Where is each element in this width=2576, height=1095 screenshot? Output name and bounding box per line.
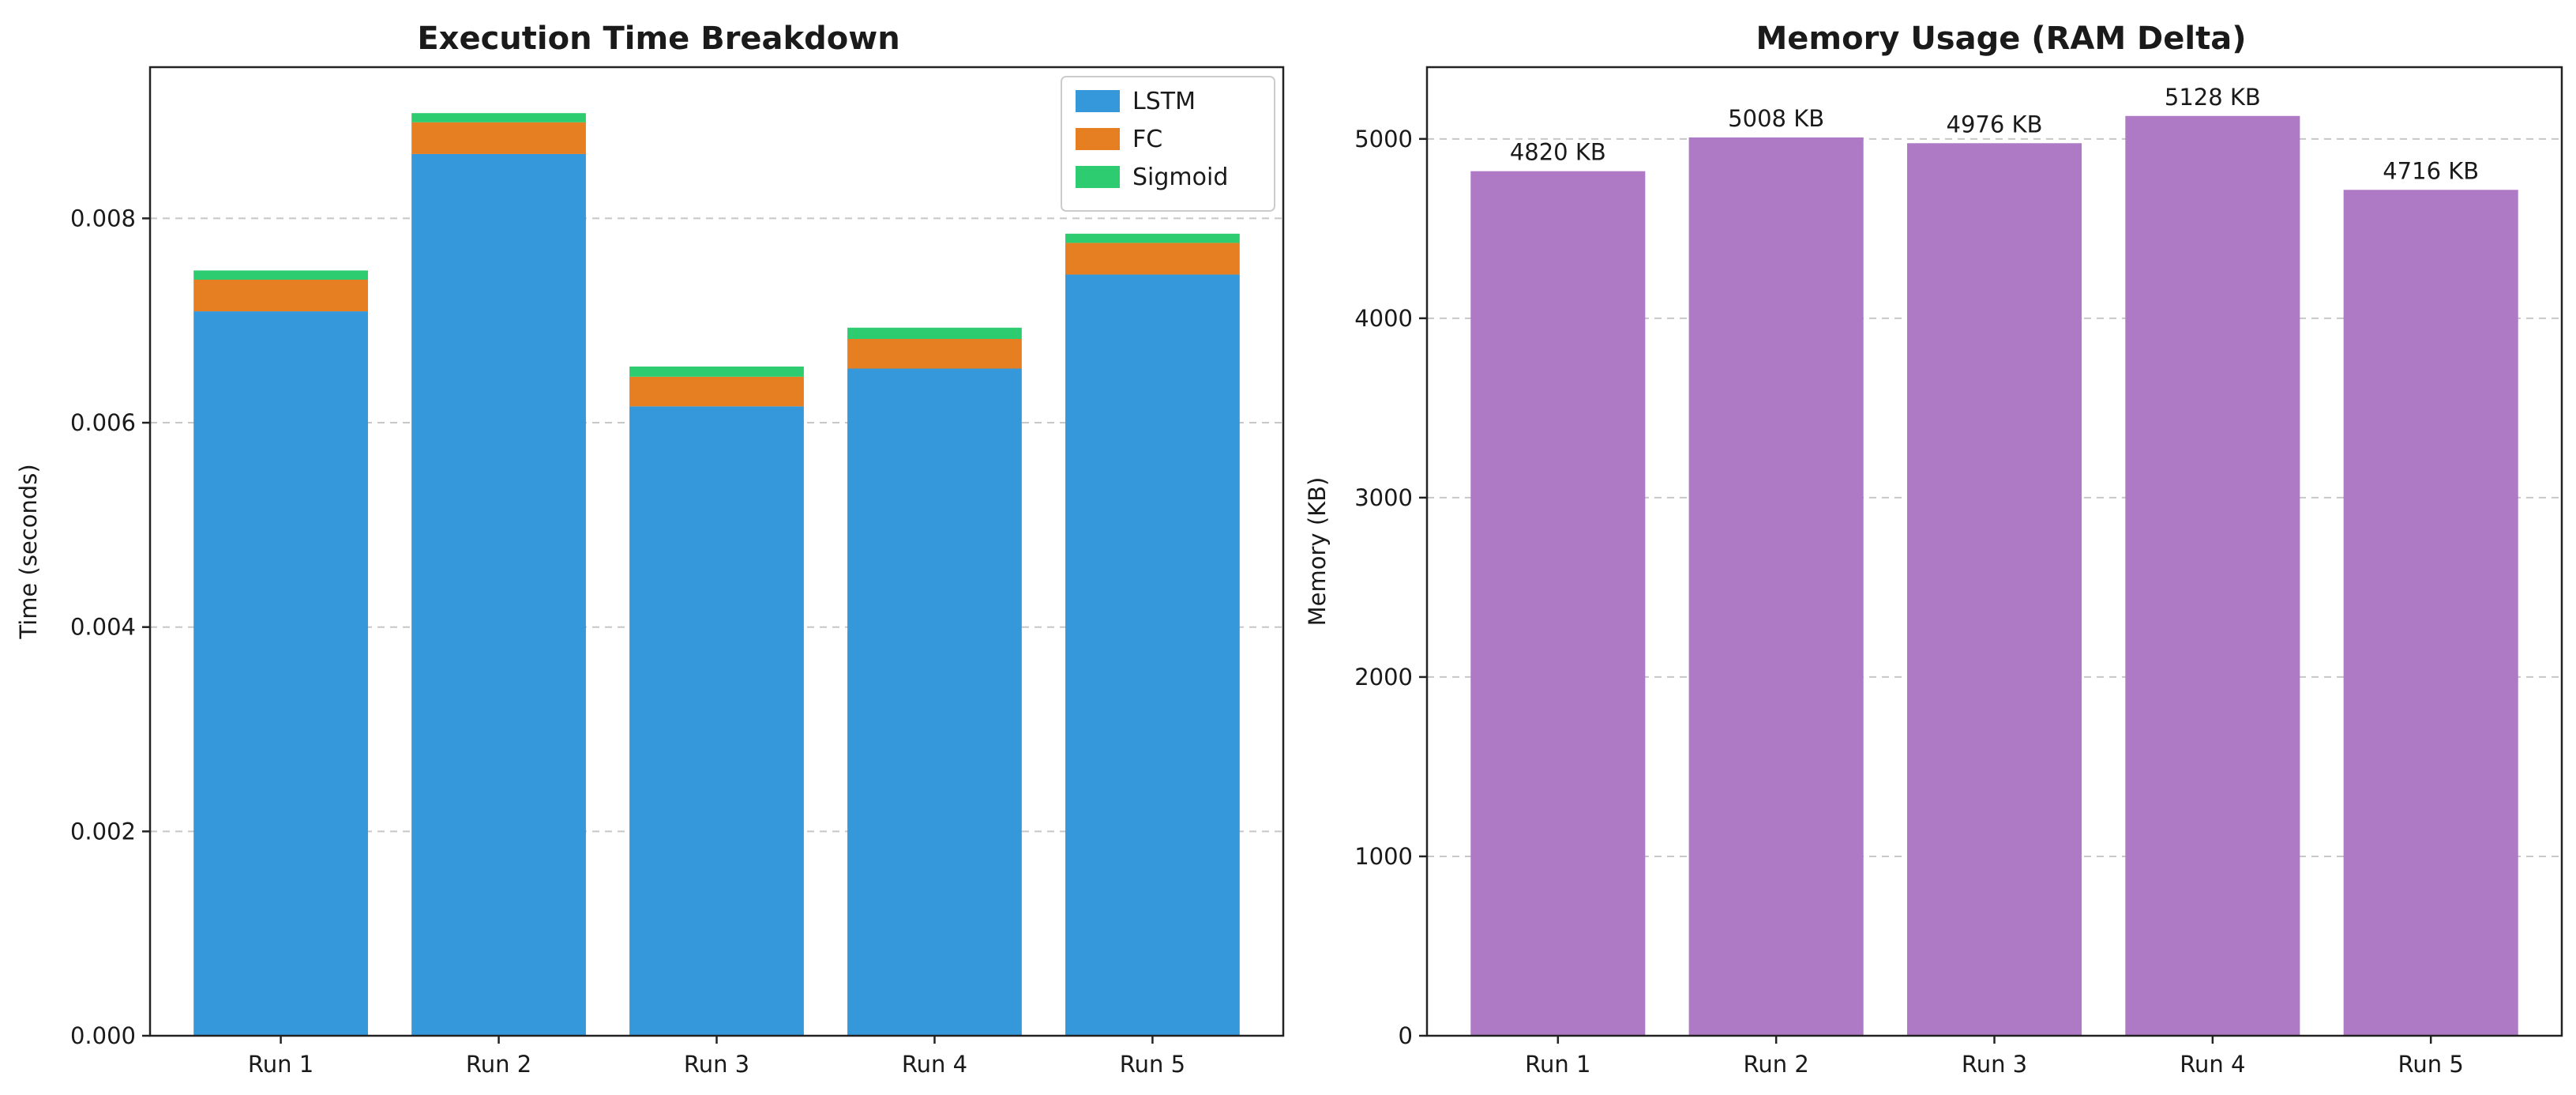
x-tick-label: Run 3 <box>1962 1051 2027 1078</box>
bar-lstm-run-1 <box>193 311 368 1036</box>
bar-fc-run-1 <box>193 279 368 312</box>
bar-sigmoid-run-4 <box>847 327 1022 340</box>
memory-usage-chart-title: Memory Usage (RAM Delta) <box>1756 21 2247 57</box>
y-tick-label: 0 <box>1399 1022 1413 1049</box>
y-tick-label: 0.004 <box>70 614 136 641</box>
bar-sigmoid-run-1 <box>193 270 368 280</box>
x-tick-label: Run 2 <box>1744 1051 1809 1078</box>
bar-run-2 <box>1688 137 1864 1036</box>
legend-swatch-sigmoid <box>1076 166 1120 188</box>
bar-run-5 <box>2343 190 2518 1036</box>
legend-swatch-fc <box>1076 128 1120 150</box>
bar-fc-run-3 <box>629 376 804 407</box>
bar-lstm-run-4 <box>847 368 1022 1037</box>
execution-time-chart-title: Execution Time Breakdown <box>417 21 899 57</box>
bar-lstm-run-2 <box>411 153 586 1037</box>
y-tick-label: 0.002 <box>70 818 136 845</box>
execution-time-chart: Execution Time Breakdown 0.000 0.002 0.004… <box>15 21 1285 1078</box>
bar-run-1 <box>1470 171 1646 1036</box>
bar-sigmoid-run-5 <box>1065 233 1240 243</box>
legend-label-fc: FC <box>1132 126 1162 153</box>
data-label: 4976 KB <box>1947 111 2043 137</box>
bar-lstm-run-5 <box>1065 274 1240 1036</box>
data-label: 4716 KB <box>2383 157 2479 184</box>
legend-swatch-lstm <box>1076 90 1120 112</box>
data-label: 5008 KB <box>1728 105 1824 132</box>
y-tick-label: 0.006 <box>70 409 136 436</box>
x-tick-label: Run 4 <box>902 1051 967 1078</box>
bar-lstm-run-3 <box>629 406 804 1036</box>
execution-time-y-axis-label: Time (seconds) <box>15 464 42 639</box>
data-label: 5128 KB <box>2165 84 2261 111</box>
y-tick-label: 0.008 <box>70 205 136 231</box>
data-label: 4820 KB <box>1510 139 1606 166</box>
y-tick-label: 0.000 <box>70 1022 136 1049</box>
x-tick-label: Run 1 <box>1525 1051 1590 1078</box>
x-tick-label: Run 2 <box>466 1051 531 1078</box>
x-tick-label: Run 3 <box>684 1051 749 1078</box>
bar-run-4 <box>2125 115 2300 1037</box>
memory-usage-y-axis-label: Memory (KB) <box>1304 477 1331 627</box>
memory-usage-chart: Memory Usage (RAM Delta) 0 1000 2000 3000 40… <box>1304 21 2563 1078</box>
y-tick-label: 1000 <box>1354 843 1413 870</box>
bar-sigmoid-run-2 <box>411 113 586 122</box>
y-tick-label: 2000 <box>1354 664 1413 690</box>
bar-fc-run-5 <box>1065 243 1240 275</box>
x-tick-label: Run 5 <box>2398 1051 2464 1078</box>
y-tick-label: 5000 <box>1354 126 1413 152</box>
y-tick-label: 4000 <box>1354 305 1413 332</box>
x-tick-label: Run 5 <box>1120 1051 1185 1078</box>
y-tick-label: 3000 <box>1354 484 1413 511</box>
x-tick-label: Run 4 <box>2180 1051 2245 1078</box>
bar-fc-run-2 <box>411 122 586 154</box>
legend-label-lstm: LSTM <box>1132 88 1196 115</box>
x-tick-label: Run 1 <box>248 1051 314 1078</box>
bar-fc-run-4 <box>847 339 1022 369</box>
execution-time-legend: LSTM FC Sigmoid <box>1061 76 1275 212</box>
bar-sigmoid-run-3 <box>629 366 804 377</box>
bar-run-3 <box>1906 143 2082 1037</box>
legend-label-sigmoid: Sigmoid <box>1132 164 1228 191</box>
